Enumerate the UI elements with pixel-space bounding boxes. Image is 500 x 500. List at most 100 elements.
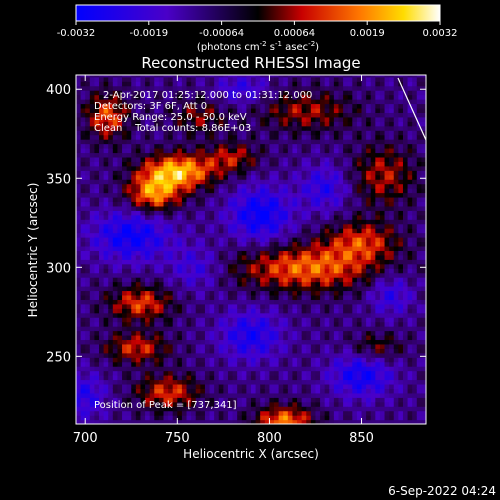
heatmap-cell: [214, 201, 220, 207]
heatmap-cell: [172, 112, 178, 118]
heatmap-cell: [338, 139, 344, 145]
heatmap-cell: [320, 334, 326, 341]
heatmap-cell: [310, 152, 317, 158]
heatmap-cell: [177, 419, 183, 424]
heatmap-cell: [99, 415, 105, 421]
heatmap-cell: [181, 210, 188, 216]
heatmap-cell: [200, 232, 206, 238]
heatmap-cell: [103, 90, 109, 96]
heatmap-cell: [126, 99, 132, 105]
heatmap-cell: [310, 317, 317, 323]
heatmap-cell: [112, 237, 119, 243]
heatmap-cell: [76, 410, 82, 416]
heatmap-cell: [227, 232, 234, 238]
heatmap-cell: [140, 352, 146, 358]
heatmap-cell: [338, 219, 344, 225]
heatmap-cell: [352, 76, 358, 82]
heatmap-cell: [108, 379, 114, 385]
heatmap-cell: [269, 254, 275, 260]
heatmap-cell: [181, 103, 188, 109]
heatmap-cell: [168, 330, 174, 336]
heatmap-cell: [204, 103, 211, 109]
heatmap-cell: [269, 250, 275, 256]
heatmap-cell: [274, 250, 280, 256]
heatmap-cell: [89, 170, 96, 176]
heatmap-cell: [204, 174, 211, 180]
heatmap-cell: [195, 94, 201, 100]
heatmap-cell: [324, 401, 330, 407]
heatmap-cell: [89, 366, 96, 372]
heatmap-cell: [163, 99, 169, 105]
heatmap-cell: [122, 361, 128, 367]
heatmap-cell: [237, 237, 243, 243]
heatmap-cell: [297, 392, 303, 398]
heatmap-cell: [333, 406, 340, 412]
heatmap-cell: [126, 245, 132, 251]
heatmap-cell: [306, 343, 312, 349]
heatmap-cell: [195, 174, 201, 180]
heatmap-cell: [283, 388, 289, 394]
heatmap-cell: [186, 165, 192, 171]
heatmap-cell: [292, 361, 298, 367]
heatmap-cell: [320, 303, 326, 309]
heatmap-cell: [154, 299, 160, 305]
heatmap-cell: [145, 192, 151, 198]
heatmap-cell: [112, 210, 119, 216]
heatmap-cell: [140, 277, 146, 283]
heatmap-cell: [149, 99, 155, 105]
heatmap-cell: [343, 259, 349, 265]
heatmap-cell: [204, 361, 211, 367]
heatmap-cell: [85, 281, 91, 287]
heatmap-cell: [117, 379, 123, 385]
heatmap-cell: [112, 90, 119, 96]
heatmap-cell: [172, 228, 178, 234]
heatmap-cell: [85, 161, 91, 167]
heatmap-cell: [361, 232, 367, 238]
heatmap-cell: [154, 237, 160, 243]
heatmap-cell: [209, 139, 215, 145]
heatmap-cell: [232, 90, 238, 96]
heatmap-cell: [241, 165, 247, 171]
heatmap-cell: [223, 228, 229, 234]
heatmap-cell: [287, 201, 294, 207]
heatmap-cell: [158, 259, 165, 265]
heatmap-cell: [154, 223, 160, 229]
heatmap-cell: [269, 148, 275, 154]
heatmap-cell: [283, 286, 289, 292]
heatmap-cell: [246, 107, 252, 113]
heatmap-cell: [255, 357, 261, 363]
heatmap-cell: [320, 299, 326, 305]
heatmap-cell: [145, 188, 151, 194]
heatmap-cell: [126, 250, 132, 256]
heatmap-cell: [94, 170, 100, 176]
heatmap-cell: [274, 228, 280, 234]
heatmap-cell: [329, 241, 335, 247]
heatmap-cell: [76, 125, 82, 131]
heatmap-cell: [191, 250, 197, 256]
heatmap-cell: [255, 192, 261, 198]
heatmap-cell: [145, 254, 151, 260]
heatmap-cell: [158, 188, 165, 194]
heatmap-cell: [324, 419, 330, 424]
heatmap-cell: [117, 406, 123, 412]
heatmap-cell: [278, 250, 284, 256]
heatmap-cell: [89, 188, 96, 194]
heatmap-cell: [324, 192, 330, 198]
heatmap-cell: [191, 232, 197, 238]
heatmap-cell: [89, 415, 96, 421]
heatmap-cell: [103, 388, 109, 394]
heatmap-cell: [306, 134, 312, 140]
heatmap-cell: [361, 277, 367, 283]
heatmap-cell: [347, 419, 353, 424]
heatmap-cell: [89, 388, 96, 394]
heatmap-cell: [278, 219, 284, 225]
heatmap-cell: [135, 397, 142, 403]
heatmap-cell: [195, 397, 201, 403]
heatmap-cell: [347, 139, 353, 145]
heatmap-cell: [255, 383, 261, 389]
heatmap-cell: [181, 415, 188, 421]
heatmap-cell: [140, 375, 146, 381]
heatmap-cell: [126, 397, 132, 403]
heatmap-cell: [168, 139, 174, 145]
heatmap-cell: [122, 139, 128, 145]
